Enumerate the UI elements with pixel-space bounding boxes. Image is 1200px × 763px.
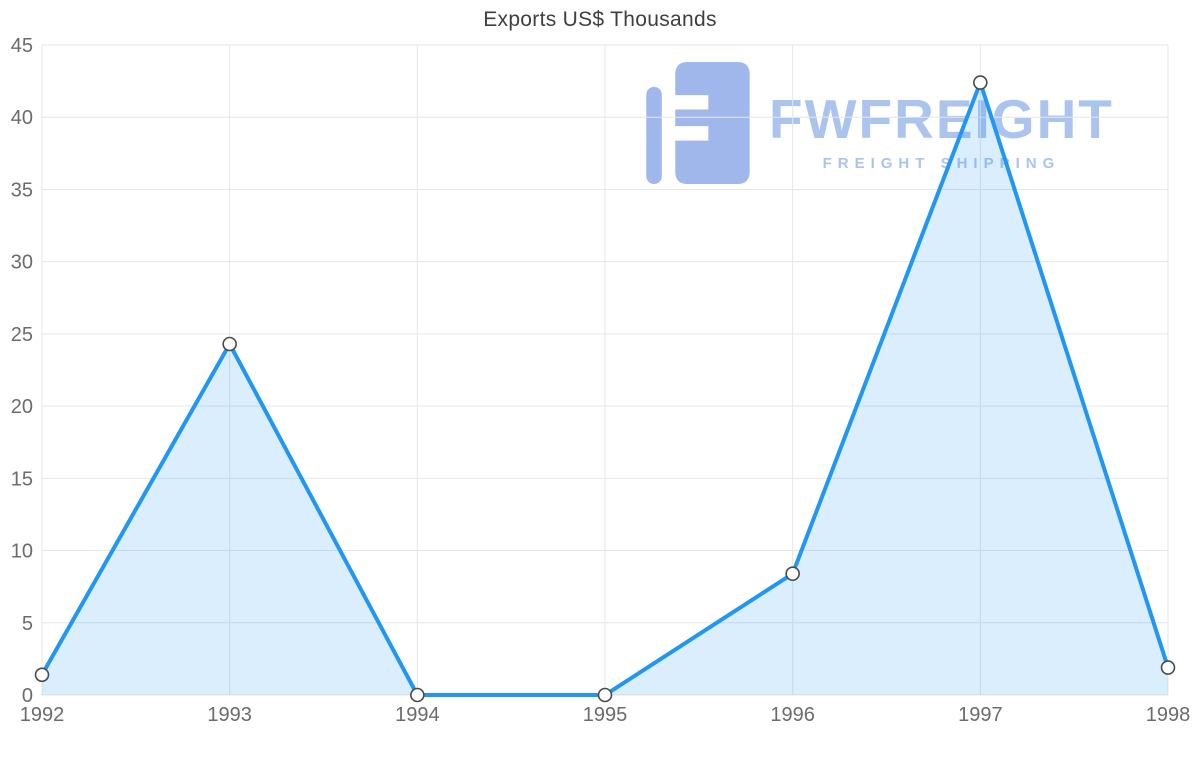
x-axis-tick-label: 1995 xyxy=(583,704,628,726)
y-axis-tick-label: 30 xyxy=(11,252,33,274)
y-axis-tick-label: 40 xyxy=(11,107,33,129)
logo-mark xyxy=(675,62,750,184)
logo-bar xyxy=(646,86,662,184)
watermark-tagline: FREIGHT SHIPPING xyxy=(822,155,1061,172)
watermark: FWFREIGHT FREIGHT SHIPPING xyxy=(645,62,1114,184)
data-point-marker[interactable] xyxy=(973,75,988,90)
y-axis-tick-label: 0 xyxy=(22,685,33,707)
x-axis-tick-label: 1998 xyxy=(1146,704,1191,726)
fwfreight-logo-icon xyxy=(646,62,750,184)
data-point-marker[interactable] xyxy=(785,566,800,581)
data-point-marker[interactable] xyxy=(222,336,237,352)
data-point-marker[interactable] xyxy=(410,687,425,703)
data-point-marker[interactable] xyxy=(34,667,50,683)
series-area-fill xyxy=(42,82,1168,696)
y-axis-tick-label: 10 xyxy=(11,541,33,563)
x-axis-tick-label: 1994 xyxy=(395,704,440,726)
y-axis-tick-label: 20 xyxy=(11,396,33,418)
data-point-marker[interactable] xyxy=(597,687,613,703)
watermark-text: FWFREIGHT FREIGHT SHIPPING xyxy=(769,88,1114,173)
x-axis-tick-label: 1997 xyxy=(958,704,1003,726)
chart-title: Exports US$ Thousands xyxy=(483,8,717,31)
y-axis-tick-label: 35 xyxy=(11,179,33,201)
y-axis-tick-label: 15 xyxy=(11,468,33,490)
y-axis-tick-label: 45 xyxy=(11,35,33,57)
x-axis-tick-label: 1996 xyxy=(770,704,815,726)
data-point-marker[interactable] xyxy=(1160,660,1176,675)
watermark-brand: FWFREIGHT xyxy=(769,88,1114,150)
y-axis-tick-label: 25 xyxy=(11,324,33,346)
y-axis-tick-label: 5 xyxy=(22,613,33,635)
x-axis-tick-label: 1992 xyxy=(20,704,65,726)
x-axis-tick-label: 1993 xyxy=(207,704,252,726)
